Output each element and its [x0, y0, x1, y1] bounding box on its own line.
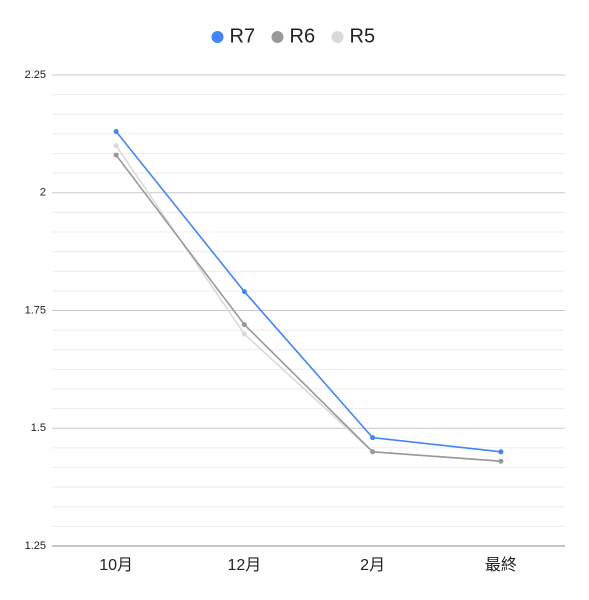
x-tick-label: 最終 [485, 556, 517, 574]
point [241, 322, 247, 328]
point [113, 129, 119, 135]
point [113, 143, 119, 149]
legend-marker [271, 31, 284, 43]
point [498, 449, 504, 455]
legend-label: R6 [290, 25, 316, 47]
point [498, 458, 504, 464]
point [241, 289, 247, 295]
point [241, 331, 247, 337]
point [370, 449, 376, 455]
y-tick-label: 1.75 [25, 304, 46, 316]
line [115, 154, 501, 463]
x-tick-label: 12月 [227, 557, 261, 574]
x-tick-label: 2月 [360, 557, 385, 574]
legend-marker [331, 31, 344, 43]
x-tick-label: 10月 [99, 557, 133, 574]
legend-label: R5 [350, 25, 376, 47]
legend-marker [211, 31, 224, 43]
y-tick-label: 2.25 [25, 69, 46, 81]
y-tick-label: 2 [40, 187, 46, 199]
y-tick-label: 1.5 [31, 422, 46, 434]
line [115, 131, 501, 453]
point [370, 435, 376, 441]
point [113, 152, 119, 158]
legend-label: R7 [230, 25, 256, 47]
y-tick-label: 1.25 [25, 540, 46, 552]
